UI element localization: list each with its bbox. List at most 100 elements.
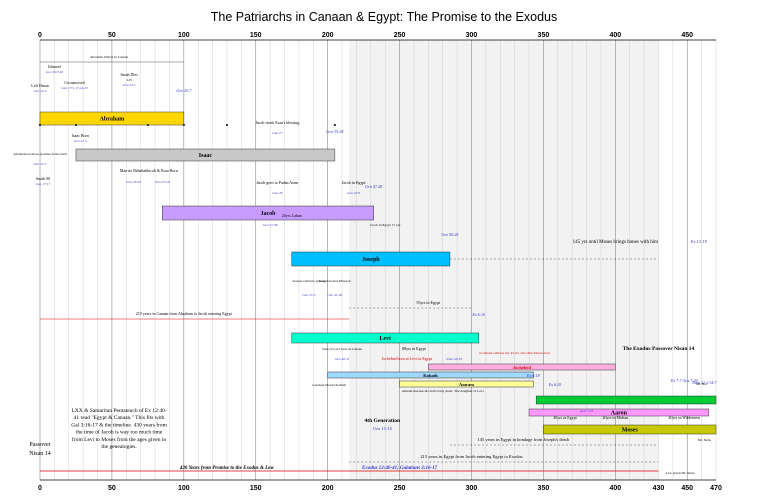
jacob-esau-born-label: Jacob & Esau Born: [147, 168, 178, 173]
mt-hor-label: Mt. Hor: [696, 382, 708, 386]
isaac-born-label: Isaac Born: [72, 133, 89, 138]
kohath-ref: Ex 6:18: [526, 373, 540, 378]
bar-abraham: [39, 111, 185, 126]
jacob-ref-31: Gen 31:38: [263, 223, 278, 227]
bottom-tick-label: 200: [322, 485, 334, 492]
event-marker: [74, 124, 77, 126]
egypt-93-label: 93yrs in Egypt: [417, 300, 441, 305]
top-tick-label: 0: [38, 32, 42, 39]
law-given-label: Law given Mt. Sinai: [666, 471, 695, 475]
joseph-end-ref: Gen 50:26: [441, 232, 458, 237]
jacob-esau-born-ref: Gen 25:26: [155, 180, 170, 184]
bottom-tick-label: 400: [609, 485, 621, 492]
amram-note-label: Amram marries his dad's baby sister. The…: [402, 389, 484, 393]
top-tick-label: 300: [466, 32, 478, 39]
mt-nebo-label: Mt. Nebo: [698, 438, 712, 442]
jochebed-levi-label: Jochebed born to Levi in Egypt: [382, 356, 433, 361]
levi-end-ref: Ex 6:16: [471, 312, 485, 317]
bottom-tick-label: 430: [653, 485, 665, 492]
bar-label-amram: Amram: [459, 382, 474, 387]
isaac-born-ref: Gen 21:5: [74, 139, 87, 143]
abraham-end-ref: Gen 25:7: [176, 88, 192, 93]
joseph-sold-ref: Gen 37:2: [302, 293, 315, 297]
bottom-tick-label: 470: [710, 485, 722, 492]
joseph-sold-label: Joseph sold into slavery: [292, 279, 326, 283]
law-430-label: 430 Years from Promise to the Exodus & L…: [179, 466, 275, 471]
bar-label-jochebed: Jochebed: [513, 365, 531, 370]
bar-label-aaron: Aaron: [611, 411, 628, 417]
bar-label-levi: Levi: [380, 336, 392, 342]
jacob-end-ref: Gen 47:28: [365, 184, 382, 189]
bar-label-joseph: Joseph: [362, 257, 380, 263]
abraham-promise-ref: Gen 12:7: [33, 162, 46, 166]
top-tick-label: 50: [108, 32, 116, 39]
sons-of-levi-ref: Gen 46:11: [335, 357, 350, 361]
bottom-tick-label: 100: [178, 485, 190, 492]
jacob-egypt-ref: Gen 47:9: [347, 191, 360, 195]
forty-egypt-label: 40yrs in Egypt: [553, 415, 577, 420]
acts-ref: Acts 7:23: [579, 409, 594, 413]
egypt-215-label: 215 years in Egypt from Jacob entering E…: [420, 454, 522, 459]
lxx-note-line: LXX & Samaritan Pentateuch of Ex 12:40-: [71, 407, 166, 414]
bar-amram: [399, 380, 534, 388]
top-tick-label: 450: [681, 32, 693, 39]
bottom-tick-label: 250: [394, 485, 406, 492]
bottom-tick-label: 450: [681, 485, 693, 492]
lxx-note-line: the genealogies.: [101, 444, 137, 450]
bar-jacob: [162, 205, 374, 221]
chart-title: The Patriarchs in Canaan & Egypt: The Pr…: [210, 10, 558, 24]
passover-left-label-2: Nisan 14: [29, 451, 51, 457]
passover-left-label: Passover: [29, 442, 50, 448]
circumcised-ref: Gen 17:1,17,24-25: [61, 86, 88, 91]
sarah-dies-ref: Gen 23:1: [123, 83, 136, 87]
jacob-egypt-label: Jacob in Egypt: [342, 180, 367, 185]
bottom-tick-label: 0: [38, 485, 42, 492]
left-haran-label: Left Haran: [31, 83, 48, 88]
jacob-steals-label: Jacob steals Esau's blessing: [255, 120, 299, 125]
event-marker: [146, 124, 149, 126]
bondage-145-label: 145 years in Egypt in bondage from Josep…: [477, 437, 569, 442]
moses-bones-ref: Ex 13:19: [690, 239, 708, 244]
bar-jochebed: [428, 363, 616, 371]
amram-ref: Ex 6:20: [548, 382, 562, 387]
top-tick-label: 150: [250, 32, 262, 39]
top-tick-label: 350: [538, 32, 550, 39]
moses-bones-label: 145 yrs until Moses brings bones with hi…: [573, 240, 659, 245]
event-marker: [225, 124, 228, 126]
jochebed-mid-label: Jochebed outlives her 43 yrs old when Mo…: [479, 351, 550, 355]
sarah-dies-label: Sarah Dies: [120, 72, 138, 77]
exodus-passover-label: The Exodus Passover Nisan 14: [623, 346, 695, 352]
sons-of-levi-label: Sons of Levi born in Canaan: [322, 347, 362, 351]
exodus-refs: Ex 7:7 Acts 7:30: [670, 378, 698, 383]
law-refs: Exodus 12:40-41; Galatians 3:16-17: [361, 466, 438, 471]
forty-wilderness-label: 40yrs in Wilderness: [668, 415, 700, 420]
abraham-canaan-label: Abraham 100yrs in Canaan: [90, 55, 129, 59]
left-haran-ref: Gen 12:4: [33, 89, 46, 93]
fourth-gen-ref: Gen 15:16: [373, 426, 393, 431]
forty-midian-label: 40yrs in Midian: [603, 415, 629, 420]
bar-label-jacob: Jacob: [260, 211, 276, 217]
bar-label-abraham: Abraham: [100, 117, 125, 123]
bar-isaac: [75, 148, 336, 162]
lxx-note-line: from Levi to Moses from the ages given i…: [72, 436, 166, 443]
top-tick-label: 200: [322, 32, 334, 39]
lxx-note-line: 41 read "Egypt & Canaan." This fits with: [74, 414, 165, 421]
event-marker: [333, 124, 336, 126]
gershon-label: Gershon Merari Kohath: [312, 383, 346, 387]
jacob-padan-ref: Gen 28: [272, 191, 282, 195]
jacob-padan-label: Jacob goes to Padan Aram: [256, 180, 299, 185]
top-tick-label: 100: [178, 32, 190, 39]
lxx-note-line: Gal 3:16-17 & the timeline. 430 years fr…: [71, 421, 167, 428]
joseph-pharaoh-label: Joseph before Pharaoh: [319, 279, 351, 283]
circumcised-label: Circumcised: [64, 80, 84, 85]
levi-egypt-label: 88yrs in Egypt: [402, 346, 426, 351]
abraham-promise-label: Abraham receives promise in the land: [13, 152, 66, 156]
bottom-tick-label: 350: [538, 485, 550, 492]
marries-rebekah-label: Marries Rebekah: [120, 168, 147, 173]
top-tick-label: 250: [394, 32, 406, 39]
sarah-dies-num: 125: [127, 78, 133, 82]
bar-green: [535, 395, 717, 405]
event-marker: [39, 124, 41, 126]
lxx-note-line: the time of Jacob is way too much time: [76, 429, 163, 436]
